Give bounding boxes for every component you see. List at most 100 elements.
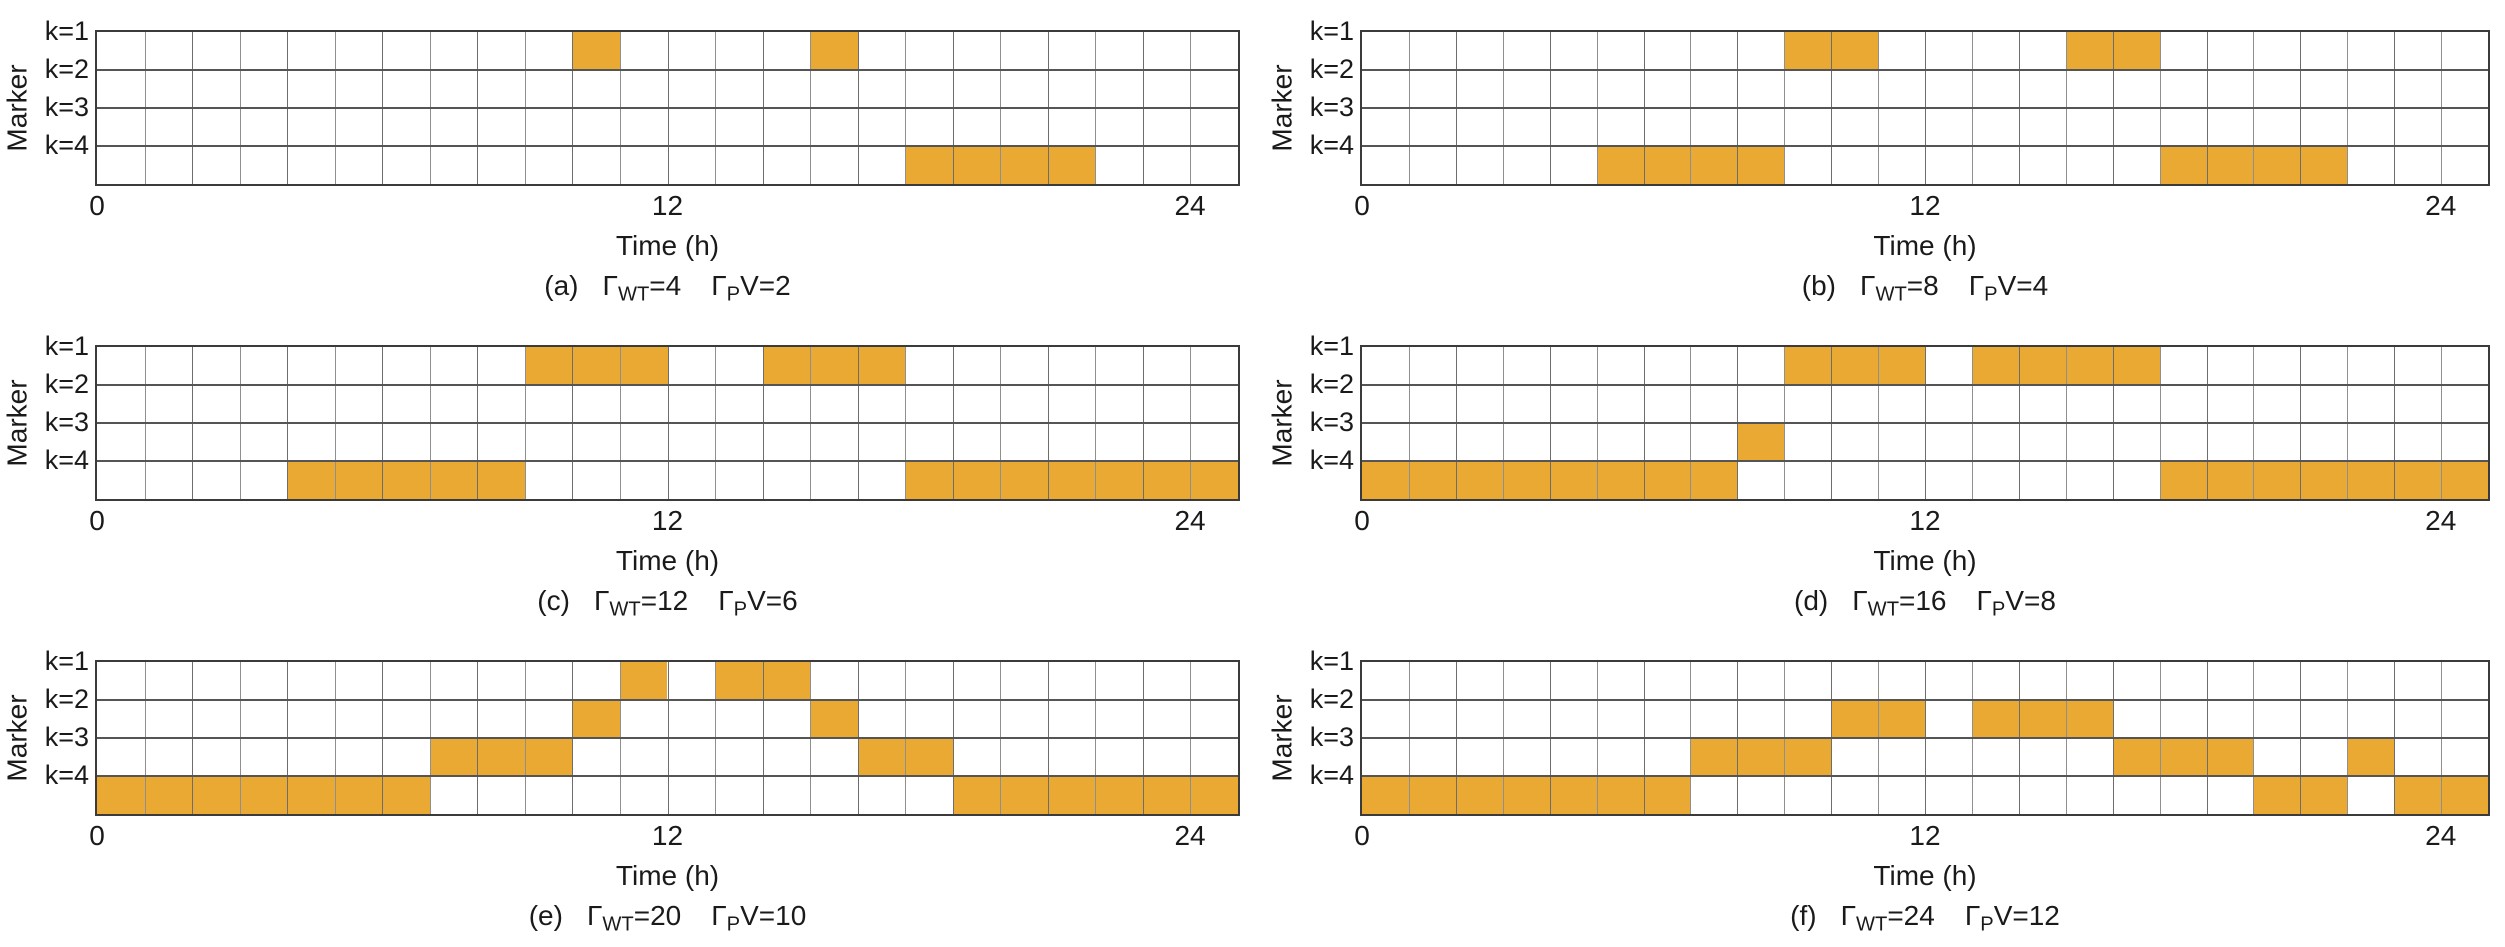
gamma-pv-subscript: P	[726, 283, 741, 306]
row-label-k1: k=1	[44, 330, 89, 361]
x-tick-0: 0	[89, 505, 105, 536]
filled-cells-k3-f	[2112, 738, 2254, 776]
gamma-wt-value: =20	[633, 900, 682, 931]
row-label-k2: k=2	[44, 368, 89, 399]
grid-hline	[97, 737, 1238, 739]
row-label-k1: k=1	[44, 645, 89, 676]
row-label-k3: k=3	[1309, 91, 1354, 122]
gamma-wt-value: =16	[1899, 585, 1947, 616]
subplot-a-plot-area: k=1 k=2 k=3 k=4 Marker 0 12 24 Time (h) (a) ΓWT=4 Γ…	[2, 17, 1240, 305]
filled-cells-k4-f	[2394, 776, 2488, 814]
gamma-pv-symbol: Γ	[711, 900, 727, 931]
grid-hline	[97, 699, 1238, 701]
x-tick-0: 0	[1354, 190, 1370, 221]
gamma-pv-subscript: P	[1984, 283, 1998, 306]
gamma-wt-value: =8	[1906, 270, 1939, 301]
x-axis-title: Time (h)	[1873, 860, 1977, 891]
row-label-k4: k=4	[44, 444, 89, 475]
filled-cells-k1-e	[619, 662, 668, 700]
grid-hline	[97, 69, 1238, 71]
filled-cells-k4-c	[287, 461, 525, 499]
subplot-caption-c: (c) ΓWT=12 ΓPV=6	[537, 585, 798, 620]
gamma-pv-value: V=6	[747, 585, 798, 616]
x-axis-title: Time (h)	[1873, 230, 1977, 261]
gamma-pv-subscript: P	[733, 598, 748, 621]
row-label-k2: k=2	[44, 683, 89, 714]
filled-cells-k1-a	[572, 32, 620, 70]
grid-hline	[97, 107, 1238, 109]
subplot-e-plot-area: k=1 k=2 k=3 k=4 Marker 0 12 24 Time (h) (e) ΓWT=20…	[2, 647, 1240, 935]
gamma-pv-symbol: Γ	[1964, 900, 1981, 931]
gamma-wt-value: =24	[1887, 900, 1935, 931]
row-label-k2: k=2	[44, 53, 89, 84]
subplot-caption-e: (e) ΓWT=20 ΓPV=10	[528, 900, 807, 935]
gamma-wt-subscript: WT	[617, 283, 650, 306]
gamma-pv-subscript: P	[726, 913, 741, 936]
filled-cells-k4-e	[97, 776, 430, 814]
gamma-pv-subscript: P	[1980, 913, 1994, 936]
gamma-wt-subscript: WT	[1867, 598, 1900, 621]
caption-index: (b)	[1801, 270, 1837, 301]
grid-hline	[1362, 107, 2488, 109]
filled-cells-k1-c	[762, 347, 906, 385]
grid-hline	[1362, 699, 2488, 701]
filled-cells-k2-f	[1831, 700, 1925, 738]
filled-cells-k2-e	[572, 700, 620, 738]
gamma-wt-symbol: Γ	[1860, 270, 1876, 301]
grid-hline	[97, 422, 1238, 424]
x-axis-title: Time (h)	[615, 230, 720, 261]
gamma-pv-value: V=10	[740, 900, 807, 931]
gamma-pv-subscript: P	[1991, 598, 2006, 621]
filled-cells-k1-c	[524, 347, 668, 385]
x-tick-12: 12	[651, 820, 684, 851]
grid-hline	[1362, 384, 2488, 386]
x-axis-title: Time (h)	[615, 545, 720, 576]
row-label-k3: k=3	[44, 406, 89, 437]
subplot-caption-b: (b) ΓWT=8 ΓPV=4	[1801, 270, 2049, 305]
row-label-k4: k=4	[44, 759, 89, 790]
filled-cells-k4-f	[1362, 776, 1691, 814]
subplot-c-plot-area: k=1 k=2 k=3 k=4 Marker 0 12 24 Time (h) (c) ΓWT=12…	[2, 332, 1240, 620]
subplot-b-plot-area: k=1 k=2 k=3 k=4 Marker 0 12 24 Time (h) (b) ΓWT=8 Γ…	[1267, 17, 2490, 305]
gamma-wt-symbol: Γ	[602, 270, 618, 301]
grid-hline	[1362, 422, 2488, 424]
gamma-wt-value: =12	[640, 585, 689, 616]
gamma-wt-symbol: Γ	[1852, 585, 1868, 616]
x-tick-24: 24	[2425, 820, 2457, 851]
row-label-k2: k=2	[1309, 368, 1354, 399]
y-axis-title-wrap: Marker	[1266, 662, 1300, 814]
row-label-k4: k=4	[1309, 129, 1354, 160]
subplot-caption-a: (a) ΓWT=4 ΓPV=2	[544, 270, 791, 305]
y-axis-title: Marker	[1267, 694, 1298, 782]
gamma-wt-symbol: Γ	[586, 900, 603, 931]
caption-index: (d)	[1794, 585, 1829, 616]
row-label-k3: k=3	[44, 91, 89, 122]
row-label-k4: k=4	[1309, 444, 1354, 475]
gamma-pv-value: V=8	[2005, 585, 2056, 616]
caption-index: (f)	[1790, 900, 1817, 931]
y-axis-title-wrap: Marker	[1266, 347, 1300, 499]
row-label-k1: k=1	[1309, 645, 1354, 676]
gamma-pv-value: V=4	[1997, 270, 2049, 301]
y-axis-title-wrap: Marker	[1, 662, 35, 814]
row-label-k3: k=3	[44, 721, 89, 752]
filled-cells-k2-e	[810, 700, 858, 738]
gamma-pv-value: V=2	[740, 270, 791, 301]
grid-hline	[1362, 69, 2488, 71]
row-label-k3: k=3	[1309, 406, 1354, 437]
grid-hline	[97, 460, 1238, 462]
y-axis-title: Marker	[2, 64, 33, 152]
y-axis-title: Marker	[2, 379, 33, 467]
gamma-pv-symbol: Γ	[718, 585, 734, 616]
x-tick-0: 0	[1354, 820, 1370, 851]
filled-cells-k3-d	[1737, 423, 1785, 461]
filled-cells-k3-e	[857, 738, 953, 776]
grid-hline	[1362, 460, 2488, 462]
x-axis-title: Time (h)	[615, 860, 720, 891]
x-tick-24: 24	[2425, 505, 2457, 536]
x-tick-12: 12	[1909, 820, 1941, 851]
grid-hline	[1362, 775, 2488, 777]
y-axis-title: Marker	[1267, 64, 1298, 152]
gamma-wt-subscript: WT	[602, 913, 634, 936]
caption-index: (e)	[528, 900, 563, 931]
